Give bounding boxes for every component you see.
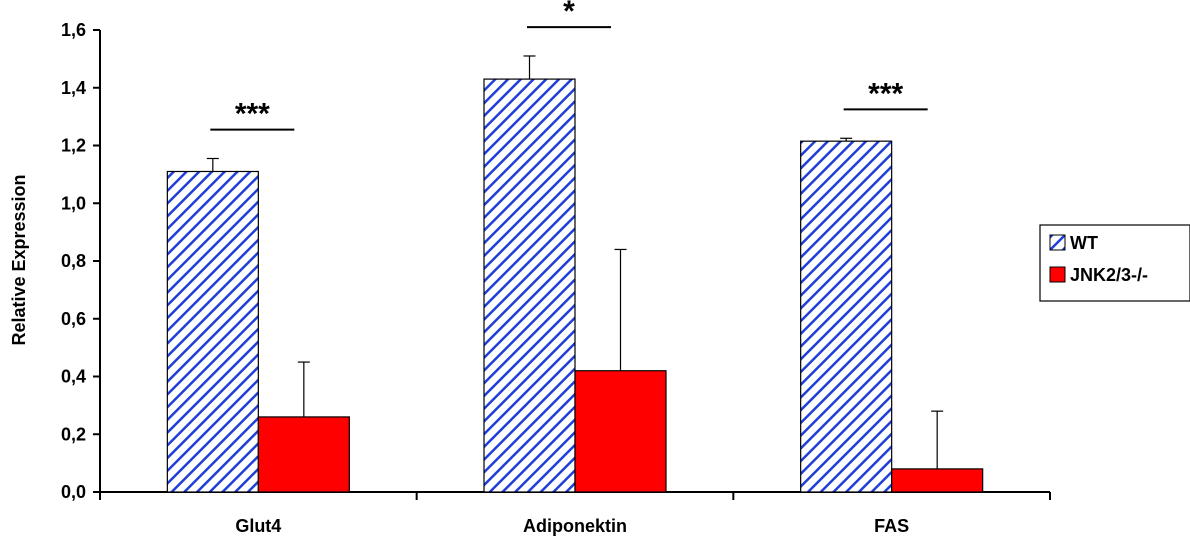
y-tick-label: 1,0: [61, 193, 86, 213]
bar-glut4-jnk: [257, 416, 350, 493]
bar-adiponektin-wt: [483, 78, 576, 493]
significance-label: ***: [235, 98, 270, 131]
y-axis-label: Relative Expression: [9, 174, 29, 345]
y-tick-label: 0,4: [61, 367, 86, 387]
y-tick-label: 1,4: [61, 78, 86, 98]
y-tick-label: 0,0: [61, 482, 86, 502]
category-label: Glut4: [235, 516, 281, 536]
y-tick-label: 0,8: [61, 251, 86, 271]
significance-label: *: [563, 0, 575, 28]
category-label: Adiponektin: [523, 516, 627, 536]
bar-fas-jnk: [891, 468, 984, 493]
y-tick-label: 1,6: [61, 20, 86, 40]
legend-label: WT: [1070, 233, 1098, 253]
plot-area: 0,0 0,2 0,4 0,6 0,8 1,0 1,2 1,4 1,6 Glut4 *** Adipo…: [61, 0, 1051, 536]
significance-label: ***: [868, 77, 903, 110]
y-tick-label: 0,2: [61, 424, 86, 444]
legend-label: JNK2/3-/-: [1070, 265, 1148, 285]
category-label: FAS: [874, 516, 909, 536]
y-tick-label: 1,2: [61, 136, 86, 156]
bar-fas-wt: [800, 140, 893, 493]
y-tick-label: 0,6: [61, 309, 86, 329]
legend-swatch: [1049, 266, 1066, 283]
legend: WT JNK2/3-/-: [1039, 224, 1190, 302]
legend-swatch: [1049, 234, 1066, 251]
bar-glut4-wt: [166, 170, 259, 493]
bar-adiponektin-jnk: [574, 370, 667, 493]
